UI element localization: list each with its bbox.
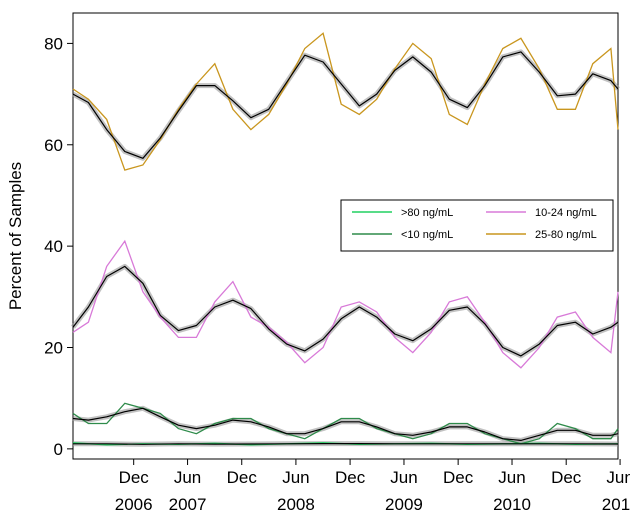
x-tick-label: Jun xyxy=(390,468,417,487)
fit-line xyxy=(73,443,619,445)
x-year-label: 2008 xyxy=(277,495,315,514)
x-tick-label: Dec xyxy=(335,468,366,487)
fit-lines xyxy=(72,51,619,445)
legend-label-lt10: <10 ng/mL xyxy=(401,229,453,241)
plot-frame xyxy=(72,12,619,460)
y-tick-label: 0 xyxy=(54,440,63,459)
x-tick-label: Jun xyxy=(498,468,525,487)
x-tick-label: Dec xyxy=(227,468,258,487)
x-tick-label: Jun xyxy=(174,468,201,487)
y-tick-label: 80 xyxy=(44,34,63,53)
x-year-label: 2011 xyxy=(602,495,630,514)
x-tick-label: Jun xyxy=(282,468,309,487)
series-line xyxy=(72,402,619,445)
axes-layer: 020406080DecJunDecJunDecJunDecJunDecJunD… xyxy=(44,34,630,514)
legend-label-gt80: >80 ng/mL xyxy=(401,207,453,219)
x-tick-label: Dec xyxy=(443,468,474,487)
x-tick-label: Dec xyxy=(119,468,150,487)
legend: >80 ng/mL 10-24 ng/mL <10 ng/mL 25-80 ng… xyxy=(340,199,614,252)
x-year-label: 2006 xyxy=(115,495,153,514)
y-tick-label: 20 xyxy=(44,339,63,358)
legend-label-25-80: 25-80 ng/mL xyxy=(535,229,597,241)
fit-line xyxy=(72,407,619,441)
y-tick-label: 60 xyxy=(44,136,63,155)
x-year-label: 2010 xyxy=(493,495,531,514)
y-axis-title: Percent of Samples xyxy=(6,162,25,310)
x-year-label: 2007 xyxy=(169,495,207,514)
legend-label-10-24: 10-24 ng/mL xyxy=(535,207,597,219)
x-tick-label: Jun xyxy=(606,468,630,487)
y-tick-label: 40 xyxy=(44,237,63,256)
x-year-label: 2009 xyxy=(385,495,423,514)
fit-band xyxy=(71,263,620,359)
fit-line xyxy=(72,51,619,159)
series-line xyxy=(72,32,619,171)
fit-line xyxy=(72,265,619,357)
fit-band xyxy=(71,49,620,161)
x-tick-label: Dec xyxy=(551,468,582,487)
series-line xyxy=(72,239,619,369)
legend-box xyxy=(340,199,614,252)
